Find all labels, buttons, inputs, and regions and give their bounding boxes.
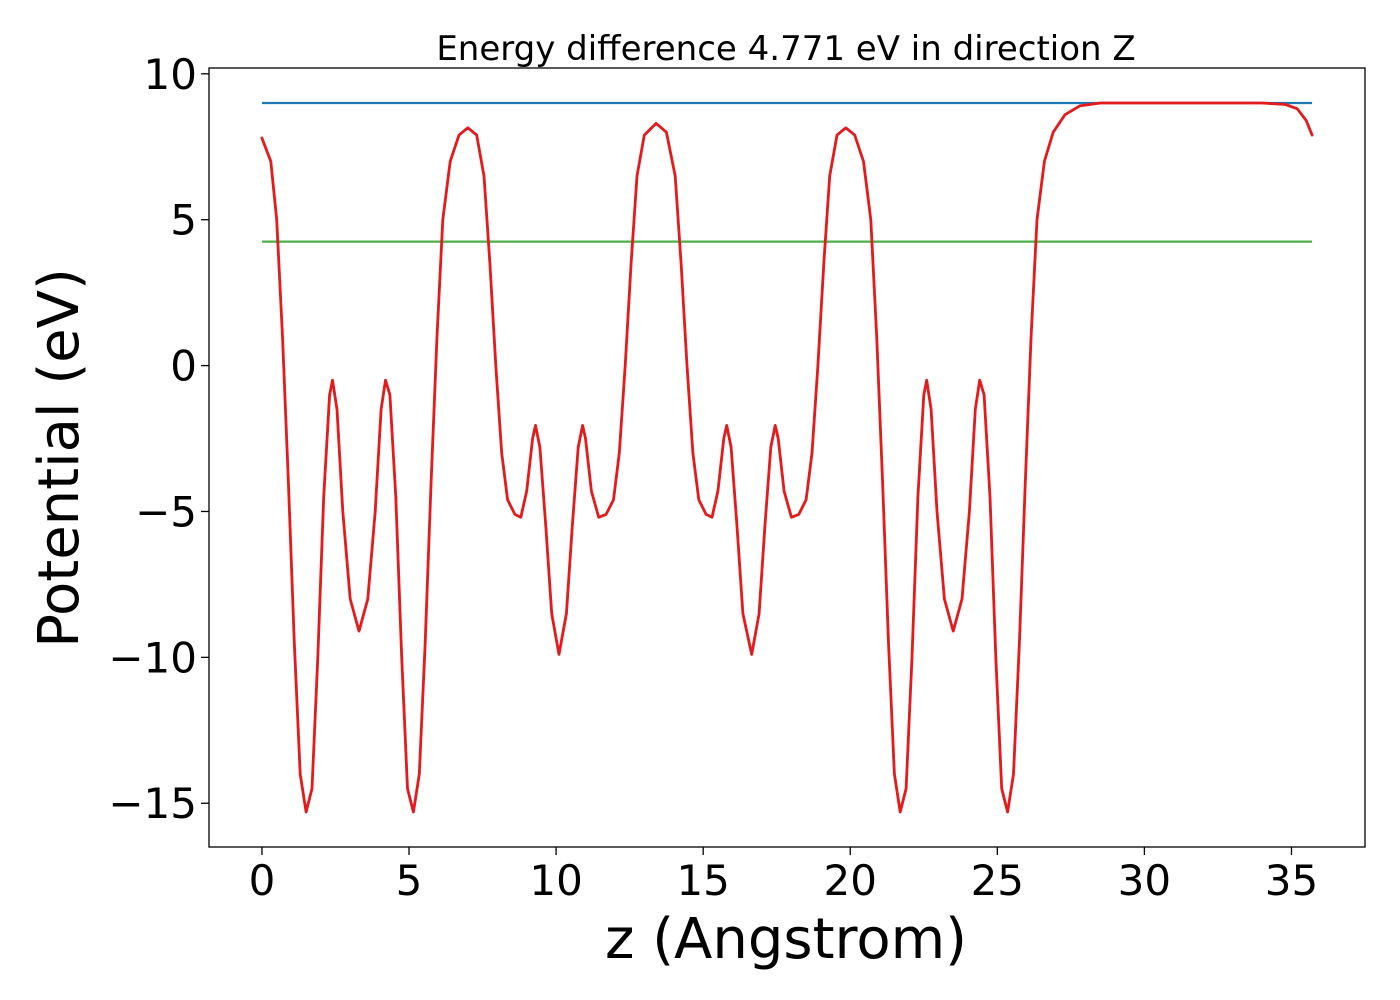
x-tick-label: 30: [1118, 856, 1171, 905]
x-tick-label: 35: [1265, 856, 1318, 905]
x-tick-label: 5: [396, 856, 423, 905]
y-tick-label: −10: [108, 633, 197, 682]
x-tick-label: 0: [249, 856, 276, 905]
x-axis-label: z (Angstrom): [605, 907, 967, 972]
x-tick-label: 15: [676, 856, 729, 905]
y-axis: −15 −10 −5 0 5 10: [108, 50, 209, 828]
y-tick-label: 0: [170, 342, 197, 391]
y-axis-label: Potential (eV): [27, 268, 92, 648]
y-tick-label: −5: [135, 487, 197, 536]
series-layer: [260, 101, 1314, 814]
plot-frame: [208, 67, 1366, 848]
x-tick-label: 10: [529, 856, 582, 905]
x-axis: 0 5 10 15 20 25 30 35: [249, 847, 1318, 905]
chart-title: Energy difference 4.771 eV in direction …: [436, 29, 1135, 69]
y-tick-label: 10: [144, 50, 197, 99]
x-tick-label: 25: [971, 856, 1024, 905]
potential-curve: [260, 101, 1314, 814]
x-tick-label: 20: [824, 856, 877, 905]
y-tick-label: −15: [108, 779, 197, 828]
y-tick-label: 5: [170, 196, 197, 245]
